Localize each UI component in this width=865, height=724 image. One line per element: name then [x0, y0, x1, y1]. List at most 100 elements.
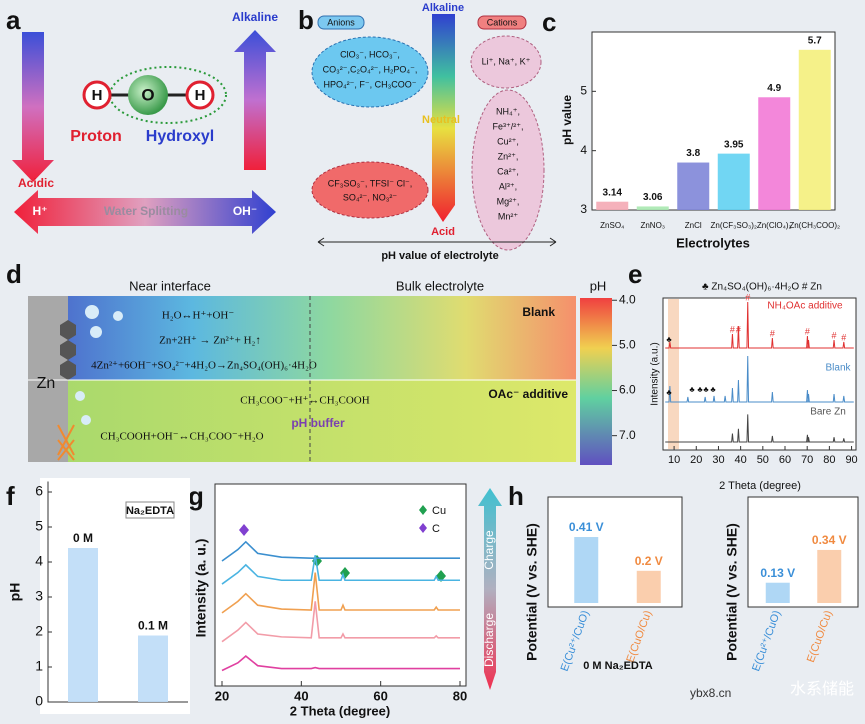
colorbar-label: pH — [590, 278, 607, 293]
y-tick-label: 6 — [35, 483, 43, 499]
peak-symbol: ♣ — [666, 388, 672, 397]
panel-label: a — [6, 5, 21, 35]
bar — [677, 162, 710, 210]
y-axis-label: pH value — [560, 95, 574, 145]
colorbar-tick-label: 5.0 — [619, 338, 636, 352]
panel-label: c — [542, 7, 556, 37]
plot-frame — [662, 297, 857, 451]
label: Al³⁺, — [499, 181, 517, 191]
y-tick-label: 4 — [35, 553, 43, 569]
axis-arrow — [317, 237, 557, 247]
x-tick-label: Zn(CH₃COO)₂ — [789, 221, 840, 230]
label: Proton — [70, 128, 122, 145]
annotation: Na₂EDTA — [126, 505, 174, 517]
x-tick-label: ZnCl — [685, 221, 702, 230]
line — [221, 555, 460, 585]
bar — [765, 582, 790, 603]
label: Bulk electrolyte — [396, 278, 484, 293]
label: pH value of electrolyte — [381, 250, 498, 262]
trace-label: NH₄OAc additive — [767, 301, 843, 312]
peak-symbol: ♣ — [666, 335, 672, 344]
label: Alkaline — [232, 10, 278, 24]
peak-symbol: # — [805, 326, 810, 336]
bar-label: 0 M — [73, 531, 93, 545]
region — [28, 296, 576, 380]
colorbar-tick-label: 4.0 — [619, 292, 636, 306]
atom — [128, 75, 168, 115]
bar — [596, 201, 629, 210]
label: SO₄²⁻, NO₃²⁻ — [343, 192, 398, 202]
legend-label: C — [432, 523, 440, 535]
plot-frame — [747, 496, 859, 608]
bubble — [85, 305, 99, 319]
x-tick-label: 60 — [779, 454, 791, 466]
legend-marker — [419, 505, 427, 515]
bar — [574, 537, 599, 603]
equation: Zn+2H⁺ → Zn²⁺+ H₂↑ — [159, 335, 261, 347]
panel-b: Anions Cations Alkaline Neutral Acid ClO… — [311, 2, 557, 262]
peak-symbol: ♣ — [710, 385, 716, 394]
label: Ca²⁺, — [497, 166, 519, 176]
label: OAc⁻ additive — [488, 387, 568, 401]
bubble — [75, 391, 85, 401]
label: Water Splitting — [104, 204, 188, 218]
peak-symbol: # — [745, 292, 750, 302]
arrow — [12, 32, 54, 182]
tag — [317, 15, 365, 30]
label: Mn²⁺ — [498, 211, 518, 221]
colorbar-tick-label: 7.0 — [619, 428, 636, 442]
x-tick-label: Zn(CF₃SO₃)₂ — [710, 221, 757, 230]
line — [221, 655, 460, 672]
peak-symbol: ♣ — [703, 385, 709, 394]
x-axis-label: 2 Theta (degree) — [719, 480, 801, 492]
region — [28, 380, 576, 462]
x-tick-label: 20 — [690, 454, 702, 466]
value-label: 3.06 — [643, 192, 663, 203]
peak-symbol: ♣ — [689, 385, 695, 394]
y-tick-label: 2 — [35, 623, 43, 639]
y-tick-label: 5 — [35, 518, 43, 534]
label: Zn — [37, 375, 56, 392]
deposit — [60, 320, 76, 380]
atom-label: H — [92, 87, 103, 104]
y-tick-label: 1 — [35, 658, 43, 674]
outline — [109, 66, 227, 124]
label: CF₃SO₃⁻, TFSI⁻ Cl⁻, — [328, 178, 412, 188]
bubble — [113, 311, 123, 321]
label: NH₄⁺, — [496, 106, 520, 116]
x-tick-label: 90 — [845, 454, 857, 466]
label: Anions — [327, 17, 355, 27]
panel-label: g — [188, 481, 204, 511]
x-tick-label: 20 — [215, 688, 229, 703]
label: Alkaline — [422, 2, 464, 14]
x-axis-label: Electrolytes — [676, 235, 750, 250]
peak-symbol: # — [730, 324, 735, 334]
label: Cations — [487, 17, 518, 27]
label: HPO₄²⁻, F⁻, CH₃COO⁻ — [323, 79, 416, 89]
trace-label: Bare Zn — [810, 407, 846, 418]
line — [221, 601, 460, 643]
deposit — [57, 424, 75, 461]
legend-marker — [419, 523, 427, 533]
peak-marker — [312, 555, 446, 582]
ellipse — [470, 35, 542, 89]
x-tick-label: ZnSO₄ — [600, 221, 624, 230]
colorbar-tick-label: 6.0 — [619, 383, 636, 397]
label: CO₃²⁻,C₂O₄²⁻, H₂PO₄⁻, — [323, 64, 418, 74]
x-tick-label: 40 — [294, 688, 308, 703]
value-label: 0.13 V — [760, 566, 795, 580]
label: Fe³⁺/²⁺, — [493, 121, 524, 131]
legend: ♣ Zn₄SO₄(OH)₆·4H₂O # Zn — [702, 282, 822, 293]
bubble — [90, 326, 102, 338]
bar — [636, 570, 661, 603]
x-tick-label: 10 — [668, 454, 680, 466]
bar — [717, 153, 750, 210]
peak-symbol: # — [736, 324, 741, 334]
equation: 4Zn²⁺+6OH⁻+SO₄²⁻+4H₂O→Zn₄SO₄(OH)₆·4H₂O — [91, 360, 317, 372]
bubble — [81, 415, 91, 425]
label: Blank — [522, 305, 555, 319]
peak-marker — [239, 524, 249, 536]
peak-symbol: # — [841, 332, 846, 342]
value-label: 3.95 — [724, 139, 744, 150]
atom-label: O — [141, 85, 154, 104]
